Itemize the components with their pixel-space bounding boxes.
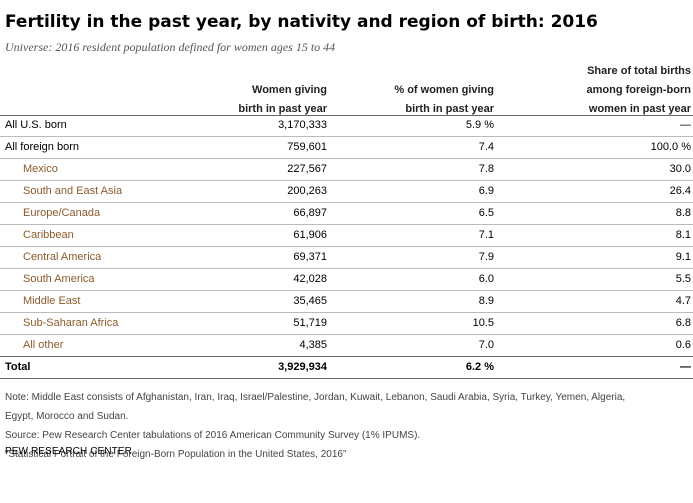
cell-percent: 7.0 bbox=[478, 339, 494, 351]
row-label: Central America bbox=[23, 251, 102, 263]
row-label: South America bbox=[23, 273, 95, 285]
note-line: Note: Middle East consists of Afghanista… bbox=[5, 392, 626, 403]
row-divider bbox=[0, 334, 693, 335]
cell-women-count: 3,929,934 bbox=[278, 361, 327, 373]
note-line: Egypt, Morocco and Sudan. bbox=[5, 411, 129, 422]
row-divider bbox=[0, 224, 693, 225]
table-row: Total 3,929,934 6.2 % — bbox=[0, 356, 693, 378]
row-divider bbox=[0, 180, 693, 181]
cell-percent: 7.4 bbox=[478, 141, 494, 153]
cell-women-count: 51,719 bbox=[293, 317, 327, 329]
row-label: All foreign born bbox=[5, 141, 79, 153]
cell-percent: 8.9 bbox=[478, 295, 494, 307]
column-header-pct: % of women giving birth in past year bbox=[394, 81, 494, 119]
cell-women-count: 35,465 bbox=[293, 295, 327, 307]
cell-women-count: 66,897 bbox=[293, 207, 327, 219]
cell-percent: 5.9 % bbox=[465, 119, 494, 131]
row-label: All U.S. born bbox=[5, 119, 67, 131]
cell-share: 8.1 bbox=[675, 229, 691, 241]
cell-women-count: 69,371 bbox=[293, 251, 327, 263]
cell-women-count: 42,028 bbox=[293, 273, 327, 285]
row-label: Europe/Canada bbox=[23, 207, 101, 219]
row-label: Caribbean bbox=[23, 229, 74, 241]
row-divider bbox=[0, 268, 693, 269]
table-row: Sub-Saharan Africa 51,719 10.5 6.8 bbox=[0, 312, 693, 334]
cell-percent: 6.9 bbox=[478, 185, 494, 197]
notes: Note: Middle East consists of Afghanista… bbox=[5, 388, 691, 464]
cell-women-count: 3,170,333 bbox=[278, 119, 327, 131]
cell-percent: 7.1 bbox=[478, 229, 494, 241]
cell-women-count: 227,567 bbox=[287, 163, 327, 175]
cell-share: 0.6 bbox=[675, 339, 691, 351]
cell-women-count: 61,906 bbox=[293, 229, 327, 241]
row-divider bbox=[0, 202, 693, 203]
table-row: All other 4,385 7.0 0.6 bbox=[0, 334, 693, 356]
note-line: Source: Pew Research Center tabulations … bbox=[5, 430, 421, 441]
cell-percent: 10.5 bbox=[472, 317, 494, 329]
chart-title: Fertility in the past year, by nativity … bbox=[5, 12, 598, 32]
cell-share: 100.0 % bbox=[650, 141, 691, 153]
row-divider bbox=[0, 246, 693, 247]
row-label: Sub-Saharan Africa bbox=[23, 317, 119, 329]
brand-label: PEW RESEARCH CENTER bbox=[5, 446, 132, 457]
row-divider bbox=[0, 356, 693, 357]
cell-percent: 6.5 bbox=[478, 207, 494, 219]
row-label: South and East Asia bbox=[23, 185, 123, 197]
cell-percent: 6.2 % bbox=[465, 361, 494, 373]
note-line: “Statistical Portrait of the Foreign-Bor… bbox=[5, 449, 347, 460]
table-row: South America 42,028 6.0 5.5 bbox=[0, 268, 693, 290]
cell-share: 6.8 bbox=[675, 317, 691, 329]
column-header-line: % of women giving bbox=[394, 84, 494, 96]
row-label: All other bbox=[23, 339, 64, 351]
cell-women-count: 4,385 bbox=[299, 339, 327, 351]
cell-women-count: 759,601 bbox=[287, 141, 327, 153]
table-row: Middle East 35,465 8.9 4.7 bbox=[0, 290, 693, 312]
cell-percent: 7.9 bbox=[478, 251, 494, 263]
chart-subtitle: Universe: 2016 resident population defin… bbox=[5, 40, 336, 54]
table-row: Europe/Canada 66,897 6.5 8.8 bbox=[0, 202, 693, 224]
cell-share: — bbox=[680, 361, 691, 373]
table-row: South and East Asia 200,263 6.9 26.4 bbox=[0, 180, 693, 202]
table-row: Caribbean 61,906 7.1 8.1 bbox=[0, 224, 693, 246]
row-divider bbox=[0, 158, 693, 159]
cell-percent: 6.0 bbox=[478, 273, 494, 285]
column-header-line: women in past year bbox=[588, 103, 691, 115]
cell-share: 8.8 bbox=[675, 207, 691, 219]
cell-share: 4.7 bbox=[675, 295, 691, 307]
column-header-line: Women giving bbox=[252, 84, 327, 96]
cell-share: 9.1 bbox=[675, 251, 691, 263]
cell-share: 30.0 bbox=[669, 163, 691, 175]
column-header-line: birth in past year bbox=[238, 103, 327, 115]
cell-women-count: 200,263 bbox=[287, 185, 327, 197]
row-label: Total bbox=[5, 361, 31, 373]
header-rule bbox=[0, 115, 693, 116]
column-header-share: Share of total births among foreign-born… bbox=[587, 62, 692, 119]
column-header-line: birth in past year bbox=[405, 103, 494, 115]
cell-share: 26.4 bbox=[669, 185, 691, 197]
cell-share: 5.5 bbox=[675, 273, 691, 285]
table-row: All foreign born 759,601 7.4 100.0 % bbox=[0, 136, 693, 158]
column-header-line: Share of total births bbox=[587, 65, 691, 77]
row-label: Mexico bbox=[23, 163, 58, 175]
row-divider bbox=[0, 290, 693, 291]
row-label: Middle East bbox=[23, 295, 81, 307]
table-row: All U.S. born 3,170,333 5.9 % — bbox=[0, 114, 693, 136]
cell-share: — bbox=[680, 119, 691, 131]
row-divider bbox=[0, 136, 693, 137]
table-row: Central America 69,371 7.9 9.1 bbox=[0, 246, 693, 268]
row-divider bbox=[0, 312, 693, 313]
row-divider bbox=[0, 378, 693, 379]
table-row: Mexico 227,567 7.8 30.0 bbox=[0, 158, 693, 180]
column-header-women: Women giving birth in past year bbox=[238, 81, 327, 119]
column-header-line: among foreign-born bbox=[586, 84, 692, 96]
cell-percent: 7.8 bbox=[478, 163, 494, 175]
